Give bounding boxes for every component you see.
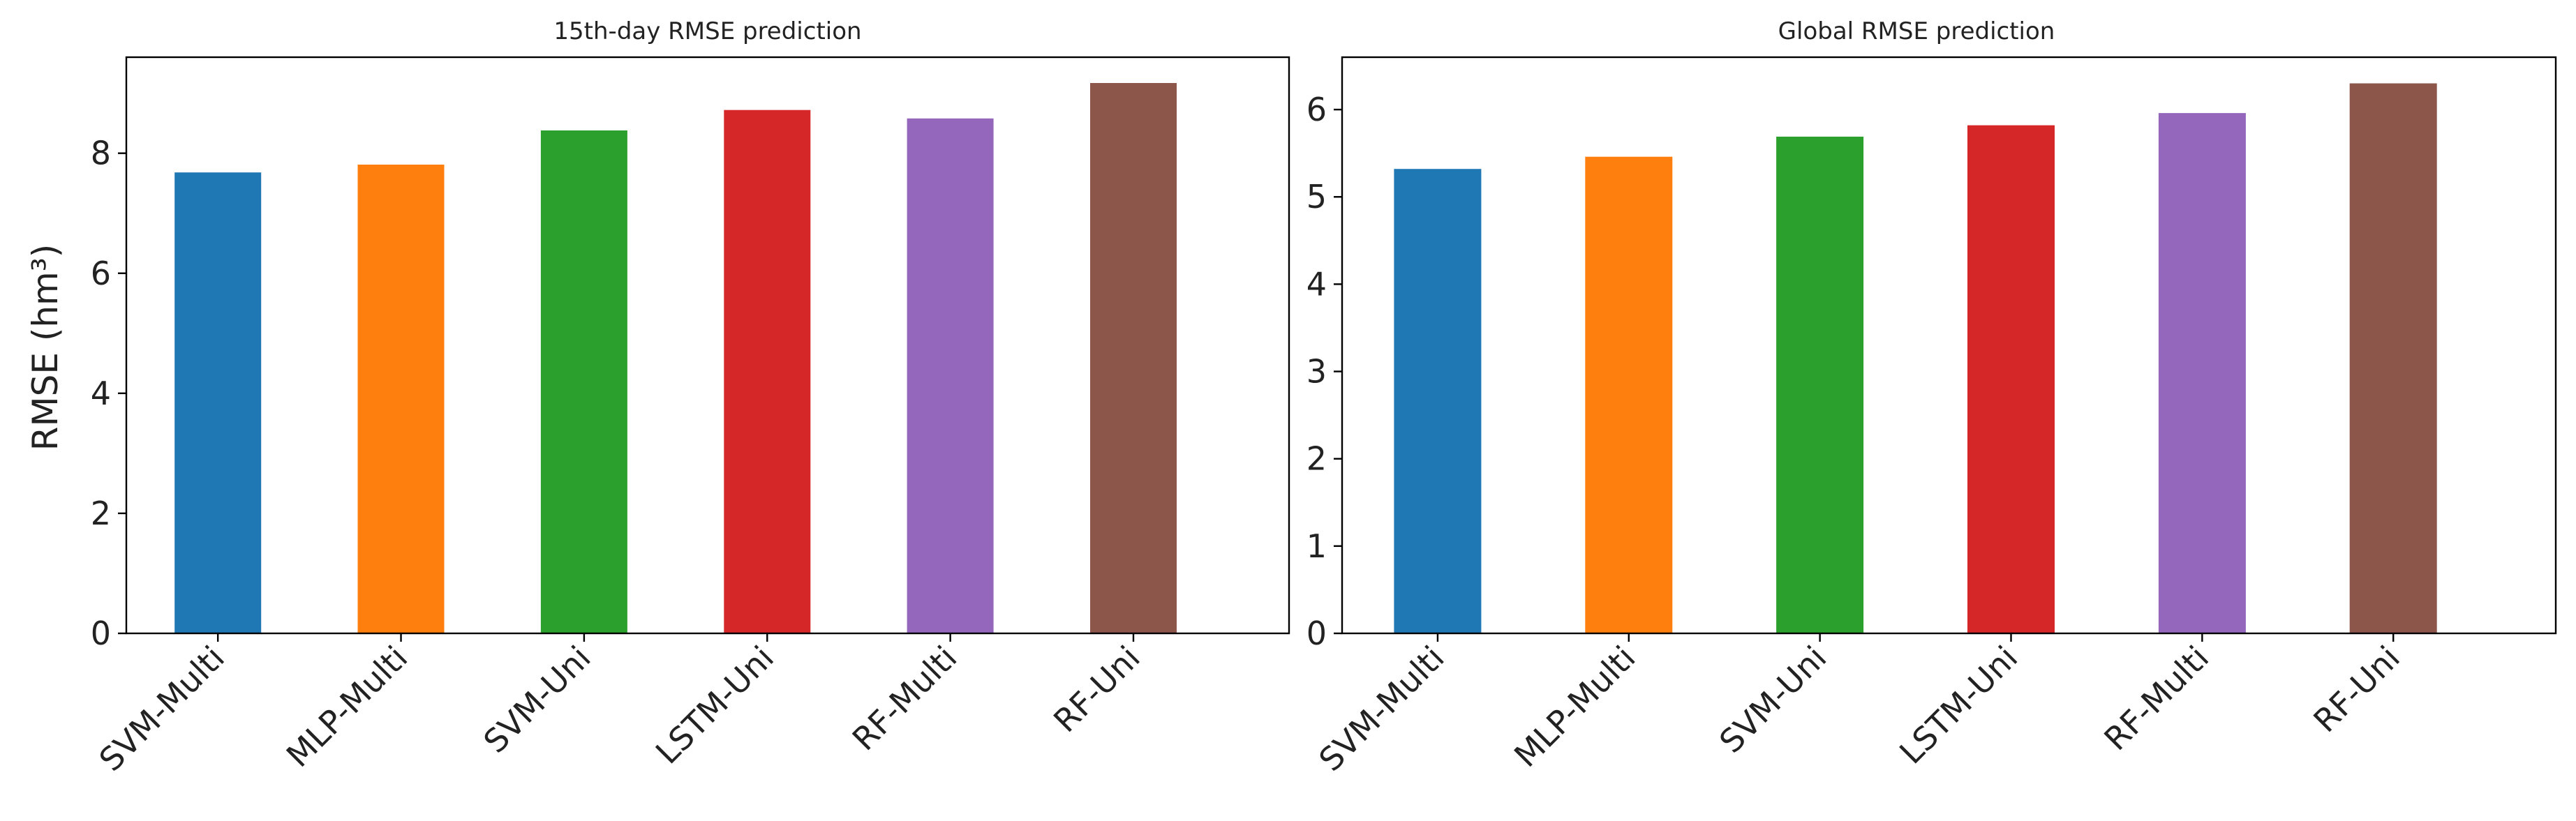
y-tick-label: 4: [91, 375, 111, 412]
bar-mlp-multi: [1585, 156, 1673, 633]
x-tick-label: SVM-Multi: [1311, 639, 1451, 778]
y-ticks: 0 2 4 6 8: [91, 135, 126, 652]
y-tick-label: 6: [91, 255, 111, 292]
bar-rf-multi: [907, 118, 994, 634]
x-tick-label: RF-Multi: [845, 639, 965, 758]
plot-frame: [1341, 56, 2557, 635]
y-tick-label: 5: [1306, 178, 1327, 216]
x-tick-label: RF-Uni: [2306, 639, 2407, 740]
x-tick-label: SVM-Uni: [476, 639, 597, 760]
bar-group: [174, 83, 1177, 634]
y-ticks: 0 1 2 3 4 5 6: [1306, 91, 1342, 652]
y-axis-label-main: RMSE (hm³): [25, 244, 66, 451]
y-tick-label: 2: [1306, 440, 1327, 478]
y-tick-label: 2: [91, 495, 111, 532]
y-tick-label: 8: [91, 135, 111, 172]
x-tick-label: RF-Multi: [2097, 639, 2216, 758]
y-tick-label: 3: [1306, 353, 1327, 391]
bar-svm-multi: [1394, 169, 1482, 633]
chart-rmse-15th-day: 15th-day RMSE prediction RMSE (hm³) 0 2 4 6…: [25, 17, 1290, 778]
bar-svm-uni: [540, 130, 627, 633]
y-tick-label: 0: [91, 615, 111, 652]
x-tick-label: LSTM-Uni: [648, 639, 781, 771]
bar-lstm-uni: [724, 110, 811, 633]
bar-mlp-multi: [357, 165, 445, 633]
y-axis-label: RMSE (hm³): [25, 244, 66, 451]
chart-title: 15th-day RMSE prediction: [553, 17, 861, 45]
x-tick-label: LSTM-Uni: [1892, 639, 2025, 771]
bar-svm-uni: [1776, 136, 1864, 633]
plot-frame: [125, 56, 1290, 635]
chart-title: Global RMSE prediction: [1778, 17, 2055, 45]
x-tick-label: SVM-Multi: [92, 639, 232, 778]
x-ticks: SVM-Multi MLP-Multi SVM-Uni LSTM-Uni RF-Mult…: [92, 633, 1147, 778]
y-tick-label: 6: [1306, 91, 1327, 128]
bar-svm-multi: [174, 172, 262, 633]
y-tick-label: 1: [1306, 527, 1327, 565]
bar-rf-uni: [2349, 83, 2437, 633]
bar-lstm-uni: [1967, 125, 2055, 634]
x-tick-label: MLP-Multi: [1507, 639, 1643, 775]
bar-rf-multi: [2158, 113, 2246, 634]
chart-rmse-global: Global RMSE prediction 0 1 2 3 4 5 6 SVM-Multi…: [1306, 17, 2557, 778]
x-tick-label: SVM-Uni: [1712, 639, 1833, 760]
y-tick-label: 0: [1306, 615, 1327, 652]
x-tick-label: MLP-Multi: [279, 639, 415, 775]
x-tick-label: RF-Uni: [1046, 639, 1147, 740]
y-tick-label: 4: [1306, 265, 1327, 303]
x-ticks: SVM-Multi MLP-Multi SVM-Uni LSTM-Uni RF-Mult…: [1311, 633, 2407, 778]
bar-rf-uni: [1090, 83, 1177, 633]
bar-group: [1394, 83, 2437, 634]
